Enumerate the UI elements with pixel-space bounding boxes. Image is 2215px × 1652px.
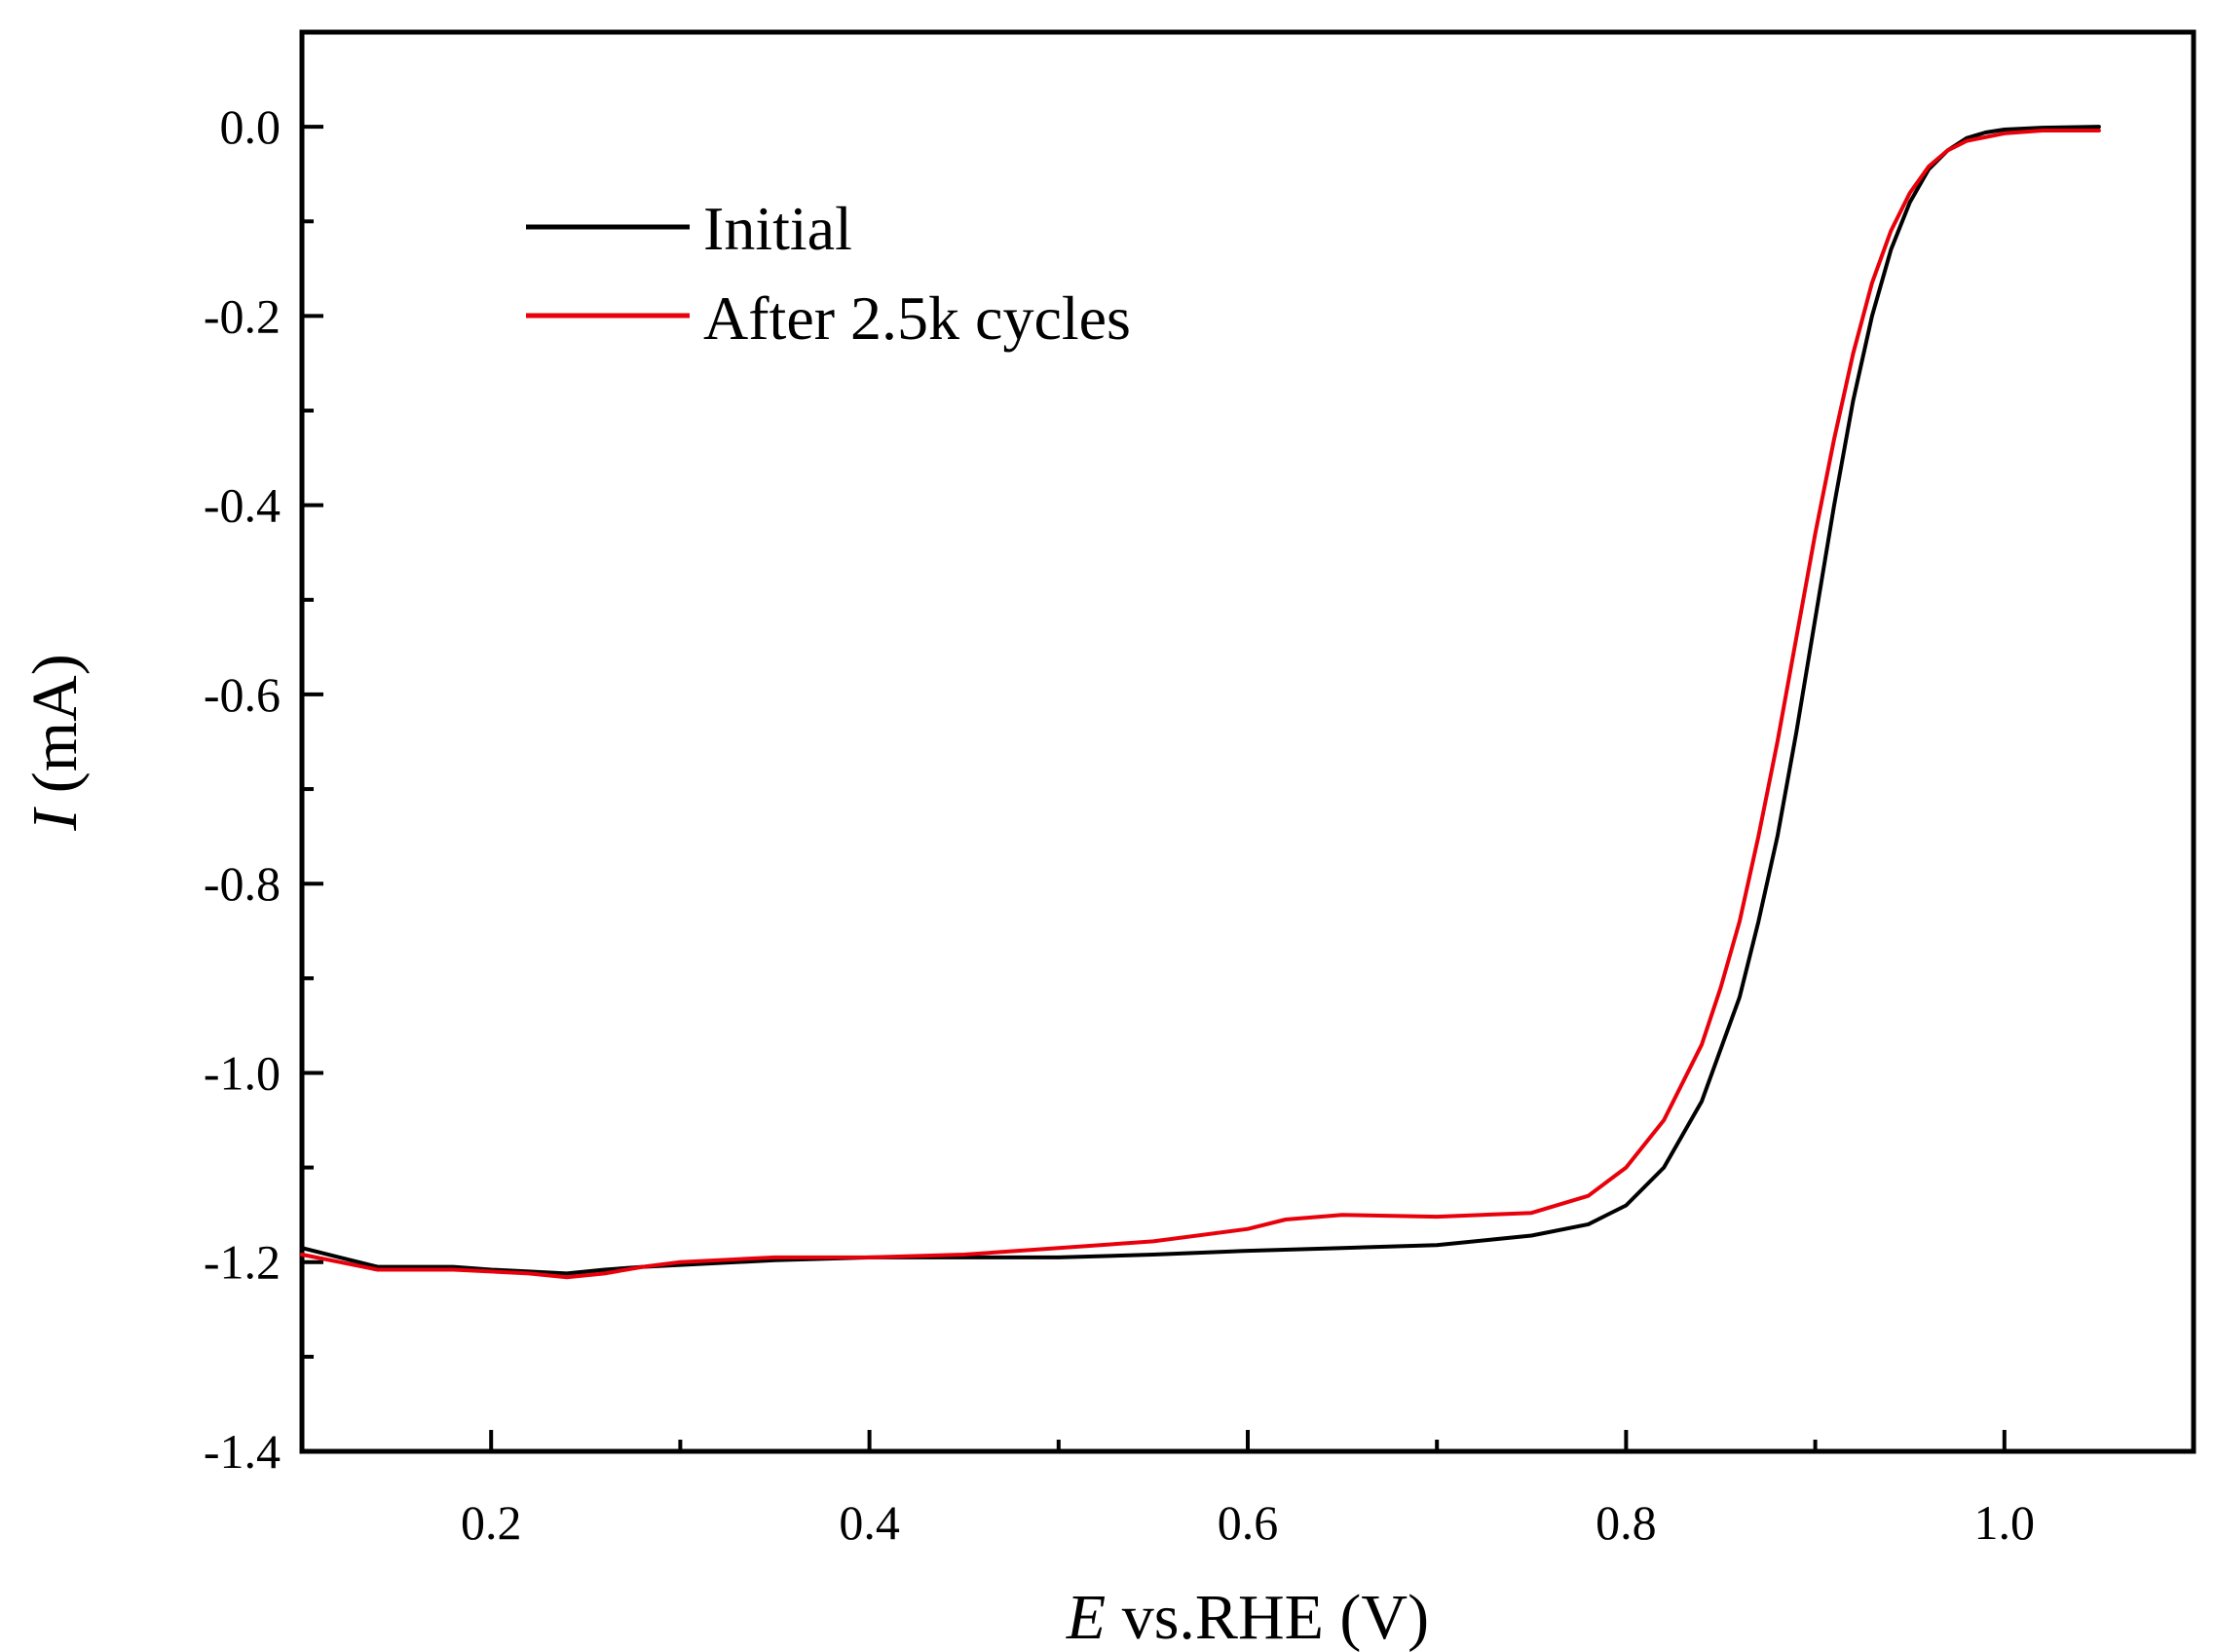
- series-group: [300, 125, 2101, 1280]
- y-tick-label: -0.6: [204, 667, 281, 722]
- y-tick-label: -1.2: [204, 1235, 281, 1290]
- y-tick-label: -0.8: [204, 856, 281, 911]
- x-axis-title-variable: E: [1066, 1582, 1106, 1652]
- legend-label-initial: Initial: [703, 194, 852, 263]
- y-axis-title-variable: I: [19, 807, 91, 832]
- y-tick-label: -0.4: [204, 478, 281, 533]
- y-tick-label: -1.4: [204, 1424, 281, 1479]
- plot-frame: [299, 29, 2196, 1454]
- x-axis-title: E vs.RHE (V): [1066, 1582, 1429, 1652]
- ticks-group: 0.2 0.4 0.6 0.8 1.0 0.0 -0.2 -0.4 -0.6 -0.8 -1.0 -1…: [204, 99, 2035, 1550]
- legend-label-after: After 2.5k cycles: [703, 283, 1131, 353]
- y-tick-label: -0.2: [204, 288, 281, 343]
- x-tick-label: 0.4: [839, 1495, 900, 1550]
- y-tick-label: 0.0: [220, 99, 282, 154]
- y-axis-title-rest: (mA): [19, 654, 91, 808]
- x-axis-title-rest: vs.RHE (V): [1106, 1582, 1429, 1652]
- y-tick-label: -1.0: [204, 1045, 281, 1100]
- x-tick-label: 1.0: [1974, 1495, 2036, 1550]
- x-tick-label: 0.6: [1218, 1495, 1279, 1550]
- legend: Initial After 2.5k cycles: [526, 194, 1131, 353]
- series-line-initial: [300, 125, 2101, 1276]
- y-axis-title: I (mA): [19, 654, 91, 831]
- x-tick-label: 0.2: [461, 1495, 522, 1550]
- x-tick-label: 0.8: [1596, 1495, 1657, 1550]
- plot-frame-group: [299, 29, 2196, 1454]
- series-line-after-cycles: [300, 129, 2101, 1280]
